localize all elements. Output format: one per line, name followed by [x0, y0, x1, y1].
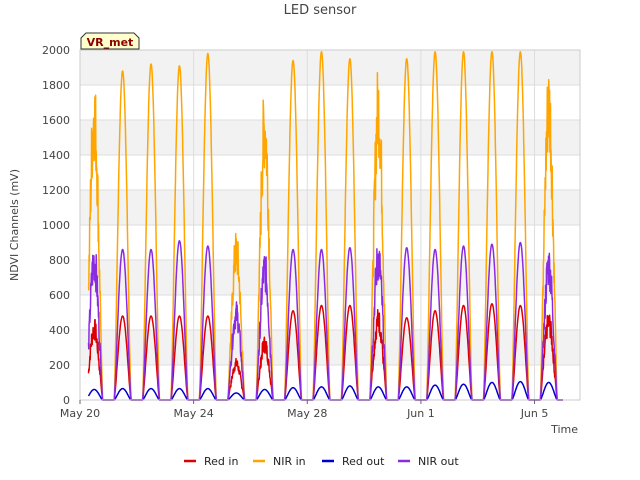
legend-label: NIR out: [418, 455, 459, 468]
y-tick-label: 200: [49, 359, 70, 372]
y-tick-label: 1600: [42, 114, 70, 127]
legend-label: Red in: [204, 455, 238, 468]
y-axis-ticks: 0 200 400 600 800 1000 1200 1400 1600 1800 2000: [42, 44, 70, 407]
legend: Red in NIR in Red out NIR out: [184, 455, 459, 468]
y-tick-label: 600: [49, 289, 70, 302]
station-badge: VR_met: [80, 32, 140, 50]
chart-title: LED sensor: [284, 3, 357, 18]
badge-shape: [80, 32, 140, 50]
x-tick-label: May 24: [174, 407, 214, 420]
y-tick-label: 400: [49, 324, 70, 337]
y-tick-label: 800: [49, 254, 70, 267]
y-tick-label: 1400: [42, 149, 70, 162]
plot-band: [80, 50, 580, 85]
plot-band: [80, 120, 580, 155]
badge-label: VR_met: [87, 36, 134, 49]
y-tick-label: 2000: [42, 44, 70, 57]
y-tick-label: 1800: [42, 79, 70, 92]
plot-frame: [79, 49, 581, 401]
x-tick-label: Jun 5: [520, 407, 549, 420]
y-tick-label: 1000: [42, 219, 70, 232]
y-tick-label: 0: [63, 394, 70, 407]
y-tick-label: 1200: [42, 184, 70, 197]
legend-label: Red out: [342, 455, 385, 468]
x-tick-label: May 28: [287, 407, 327, 420]
x-tick-label: May 20: [60, 407, 100, 420]
plot-band: [80, 260, 580, 295]
legend-label: NIR in: [273, 455, 306, 468]
x-tick-label: Jun 1: [406, 407, 435, 420]
x-axis-ticks: May 20 May 24 May 28 Jun 1 Jun 5: [60, 400, 549, 420]
x-axis-label: Time: [550, 423, 578, 436]
plot-band: [80, 85, 580, 120]
plot-band: [80, 225, 580, 260]
y-axis-label: NDVI Channels (mV): [8, 169, 21, 281]
